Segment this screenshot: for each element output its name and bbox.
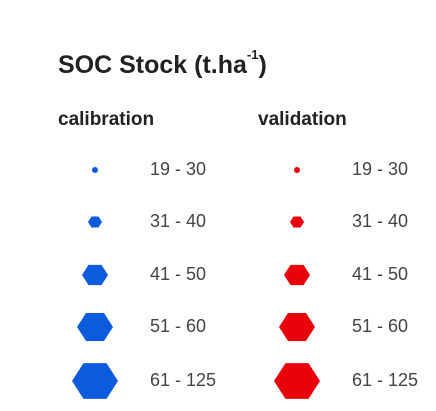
legend-symbol: [294, 167, 300, 173]
legend-symbol: [279, 313, 315, 341]
legend-symbol: [82, 264, 108, 286]
legend-symbol: [274, 363, 320, 399]
column-header: validation: [258, 109, 347, 130]
legend-symbol: [72, 363, 118, 399]
title-text: SOC Stock (t.ha: [58, 51, 248, 79]
legend-label: 31 - 40: [352, 211, 408, 231]
legend-label: 19 - 30: [352, 159, 408, 179]
legend-label: 61 - 125: [352, 370, 418, 390]
legend-label: 61 - 125: [150, 370, 216, 390]
legend-symbol: [88, 216, 102, 228]
legend-label: 31 - 40: [150, 211, 206, 231]
legend-symbol: [284, 264, 310, 286]
legend-label: 41 - 50: [352, 264, 408, 284]
legend-label: 19 - 30: [150, 159, 206, 179]
legend-symbol: [290, 216, 304, 228]
legend-symbol: [77, 313, 113, 341]
legend-label: 51 - 60: [352, 316, 408, 336]
legend-title: SOC Stock (t.ha-1): [58, 47, 267, 78]
legend-symbol: [92, 167, 98, 173]
legend-label: 41 - 50: [150, 264, 206, 284]
title-end: ): [258, 51, 266, 79]
column-header: calibration: [58, 109, 154, 130]
legend-label: 51 - 60: [150, 316, 206, 336]
title-superscript: -1: [247, 47, 259, 62]
